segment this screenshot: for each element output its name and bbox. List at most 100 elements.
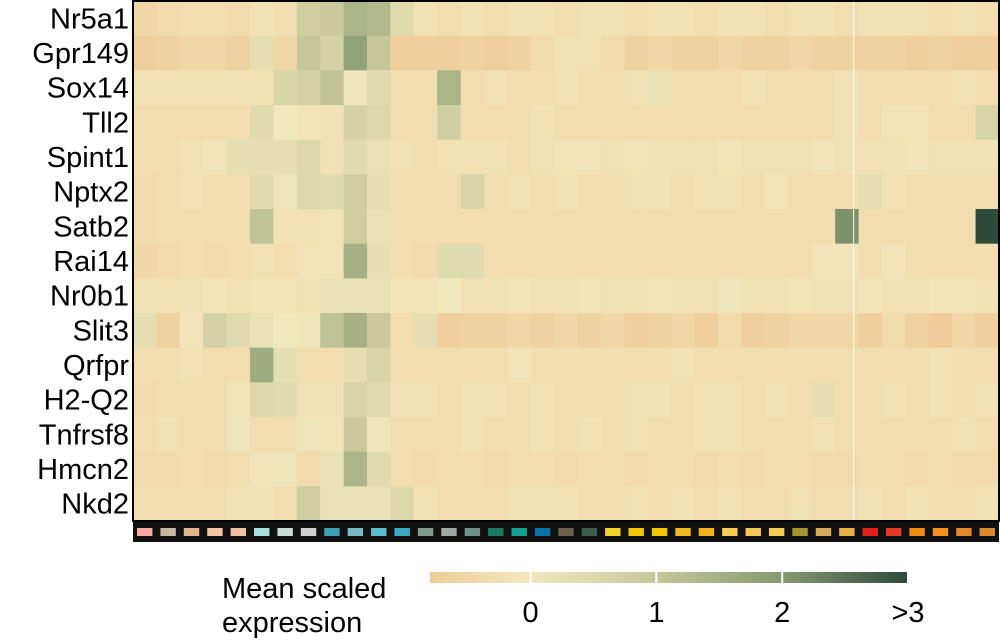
heatmap-cell (764, 417, 789, 453)
heatmap-cell (273, 105, 298, 141)
heatmap-cell (764, 209, 789, 245)
heatmap-cell (694, 278, 719, 314)
heatmap-cell (484, 382, 508, 418)
heatmap-cell (952, 347, 976, 383)
heatmap-cell (390, 451, 415, 487)
heatmap-cell (858, 451, 883, 487)
heatmap-cell (835, 451, 859, 487)
heatmap-cell (928, 347, 953, 383)
cluster-swatch (581, 528, 598, 536)
heatmap-cell (460, 209, 485, 245)
heatmap-cell (741, 243, 766, 279)
heatmap-cell (530, 382, 555, 418)
heatmap-cell (250, 243, 274, 279)
heatmap-cell (484, 313, 508, 349)
heatmap-cell (975, 417, 1000, 453)
heatmap-cell (952, 70, 976, 106)
heatmap-cell (530, 139, 555, 175)
cluster-swatch (815, 528, 832, 536)
heatmap-cell (577, 347, 602, 383)
heatmap-cell (250, 382, 274, 418)
heatmap-cell (928, 209, 953, 245)
cluster-swatch (207, 528, 223, 536)
heatmap-cell (226, 417, 251, 453)
heatmap-cell (437, 486, 462, 522)
heatmap-cell (250, 70, 274, 106)
heatmap-cell (601, 243, 625, 279)
heatmap-cell (296, 209, 321, 245)
heatmap-cell (437, 313, 462, 349)
heatmap-cell (343, 486, 368, 522)
heatmap-cell (858, 417, 883, 453)
heatmap-cell (741, 139, 766, 175)
heatmap-cell (203, 139, 228, 175)
heatmap-cell (273, 209, 298, 245)
cluster-swatch (394, 528, 410, 536)
heatmap-cell (601, 70, 625, 106)
heatmap-cell (858, 347, 883, 383)
heatmap-cell (367, 139, 391, 175)
heatmap-cell (905, 174, 930, 210)
heatmap-cell (741, 417, 766, 453)
heatmap-cell (718, 35, 742, 71)
heatmap-cell (507, 313, 532, 349)
heatmap-cell (624, 313, 649, 349)
heatmap-cell (179, 382, 204, 418)
heatmap-cell (881, 243, 906, 279)
heatmap-cell (250, 313, 274, 349)
heatmap-cell (811, 486, 836, 522)
heatmap-cell (671, 382, 696, 418)
heatmap-cell (671, 313, 696, 349)
heatmap-cell (601, 486, 625, 522)
heatmap-cell (858, 70, 883, 106)
heatmap-cell (250, 1, 274, 37)
heatmap-cell (226, 139, 251, 175)
heatmap-cell (156, 139, 181, 175)
heatmap-cell (647, 70, 672, 106)
heatmap-cell (226, 105, 251, 141)
cluster-swatch (464, 528, 481, 536)
heatmap-cell (367, 451, 391, 487)
heatmap-cell (554, 313, 579, 349)
heatmap-cell (905, 347, 930, 383)
cluster-swatch (932, 528, 949, 536)
heatmap-cell (343, 139, 368, 175)
heatmap-cell (788, 209, 813, 245)
heatmap-cell (694, 243, 719, 279)
gene-label: Slit3 (73, 315, 129, 347)
heatmap-cell (390, 486, 415, 522)
heatmap-cell (788, 486, 813, 522)
heatmap-cell (156, 209, 181, 245)
heatmap-cell (718, 139, 742, 175)
heatmap-cell (413, 278, 438, 314)
heatmap-cell (203, 313, 228, 349)
heatmap-cell (858, 243, 883, 279)
cluster-color-bar (133, 522, 999, 542)
heatmap-cell (320, 347, 345, 383)
heatmap-cell (554, 209, 579, 245)
cluster-swatch (441, 528, 457, 536)
heatmap-cell (858, 382, 883, 418)
heatmap-cell (530, 347, 555, 383)
heatmap-cell (460, 105, 485, 141)
gene-label: Spint1 (47, 142, 129, 174)
cluster-swatch (324, 528, 340, 536)
heatmap-cell (881, 209, 906, 245)
heatmap-cell (858, 486, 883, 522)
heatmap-cell (718, 174, 742, 210)
heatmap-cell (905, 243, 930, 279)
heatmap-cell (577, 174, 602, 210)
heatmap-cell (343, 382, 368, 418)
heatmap-cell (811, 417, 836, 453)
heatmap-cell (647, 417, 672, 453)
heatmap-cell (881, 451, 906, 487)
cluster-swatch (277, 528, 293, 536)
heatmap-cell (928, 35, 953, 71)
heatmap-cell (367, 35, 391, 71)
heatmap-cell (764, 486, 789, 522)
heatmap-cell (928, 70, 953, 106)
heatmap-cell (811, 243, 836, 279)
heatmap-cell (226, 70, 251, 106)
heatmap-cell (601, 417, 625, 453)
cluster-swatch (417, 528, 434, 536)
